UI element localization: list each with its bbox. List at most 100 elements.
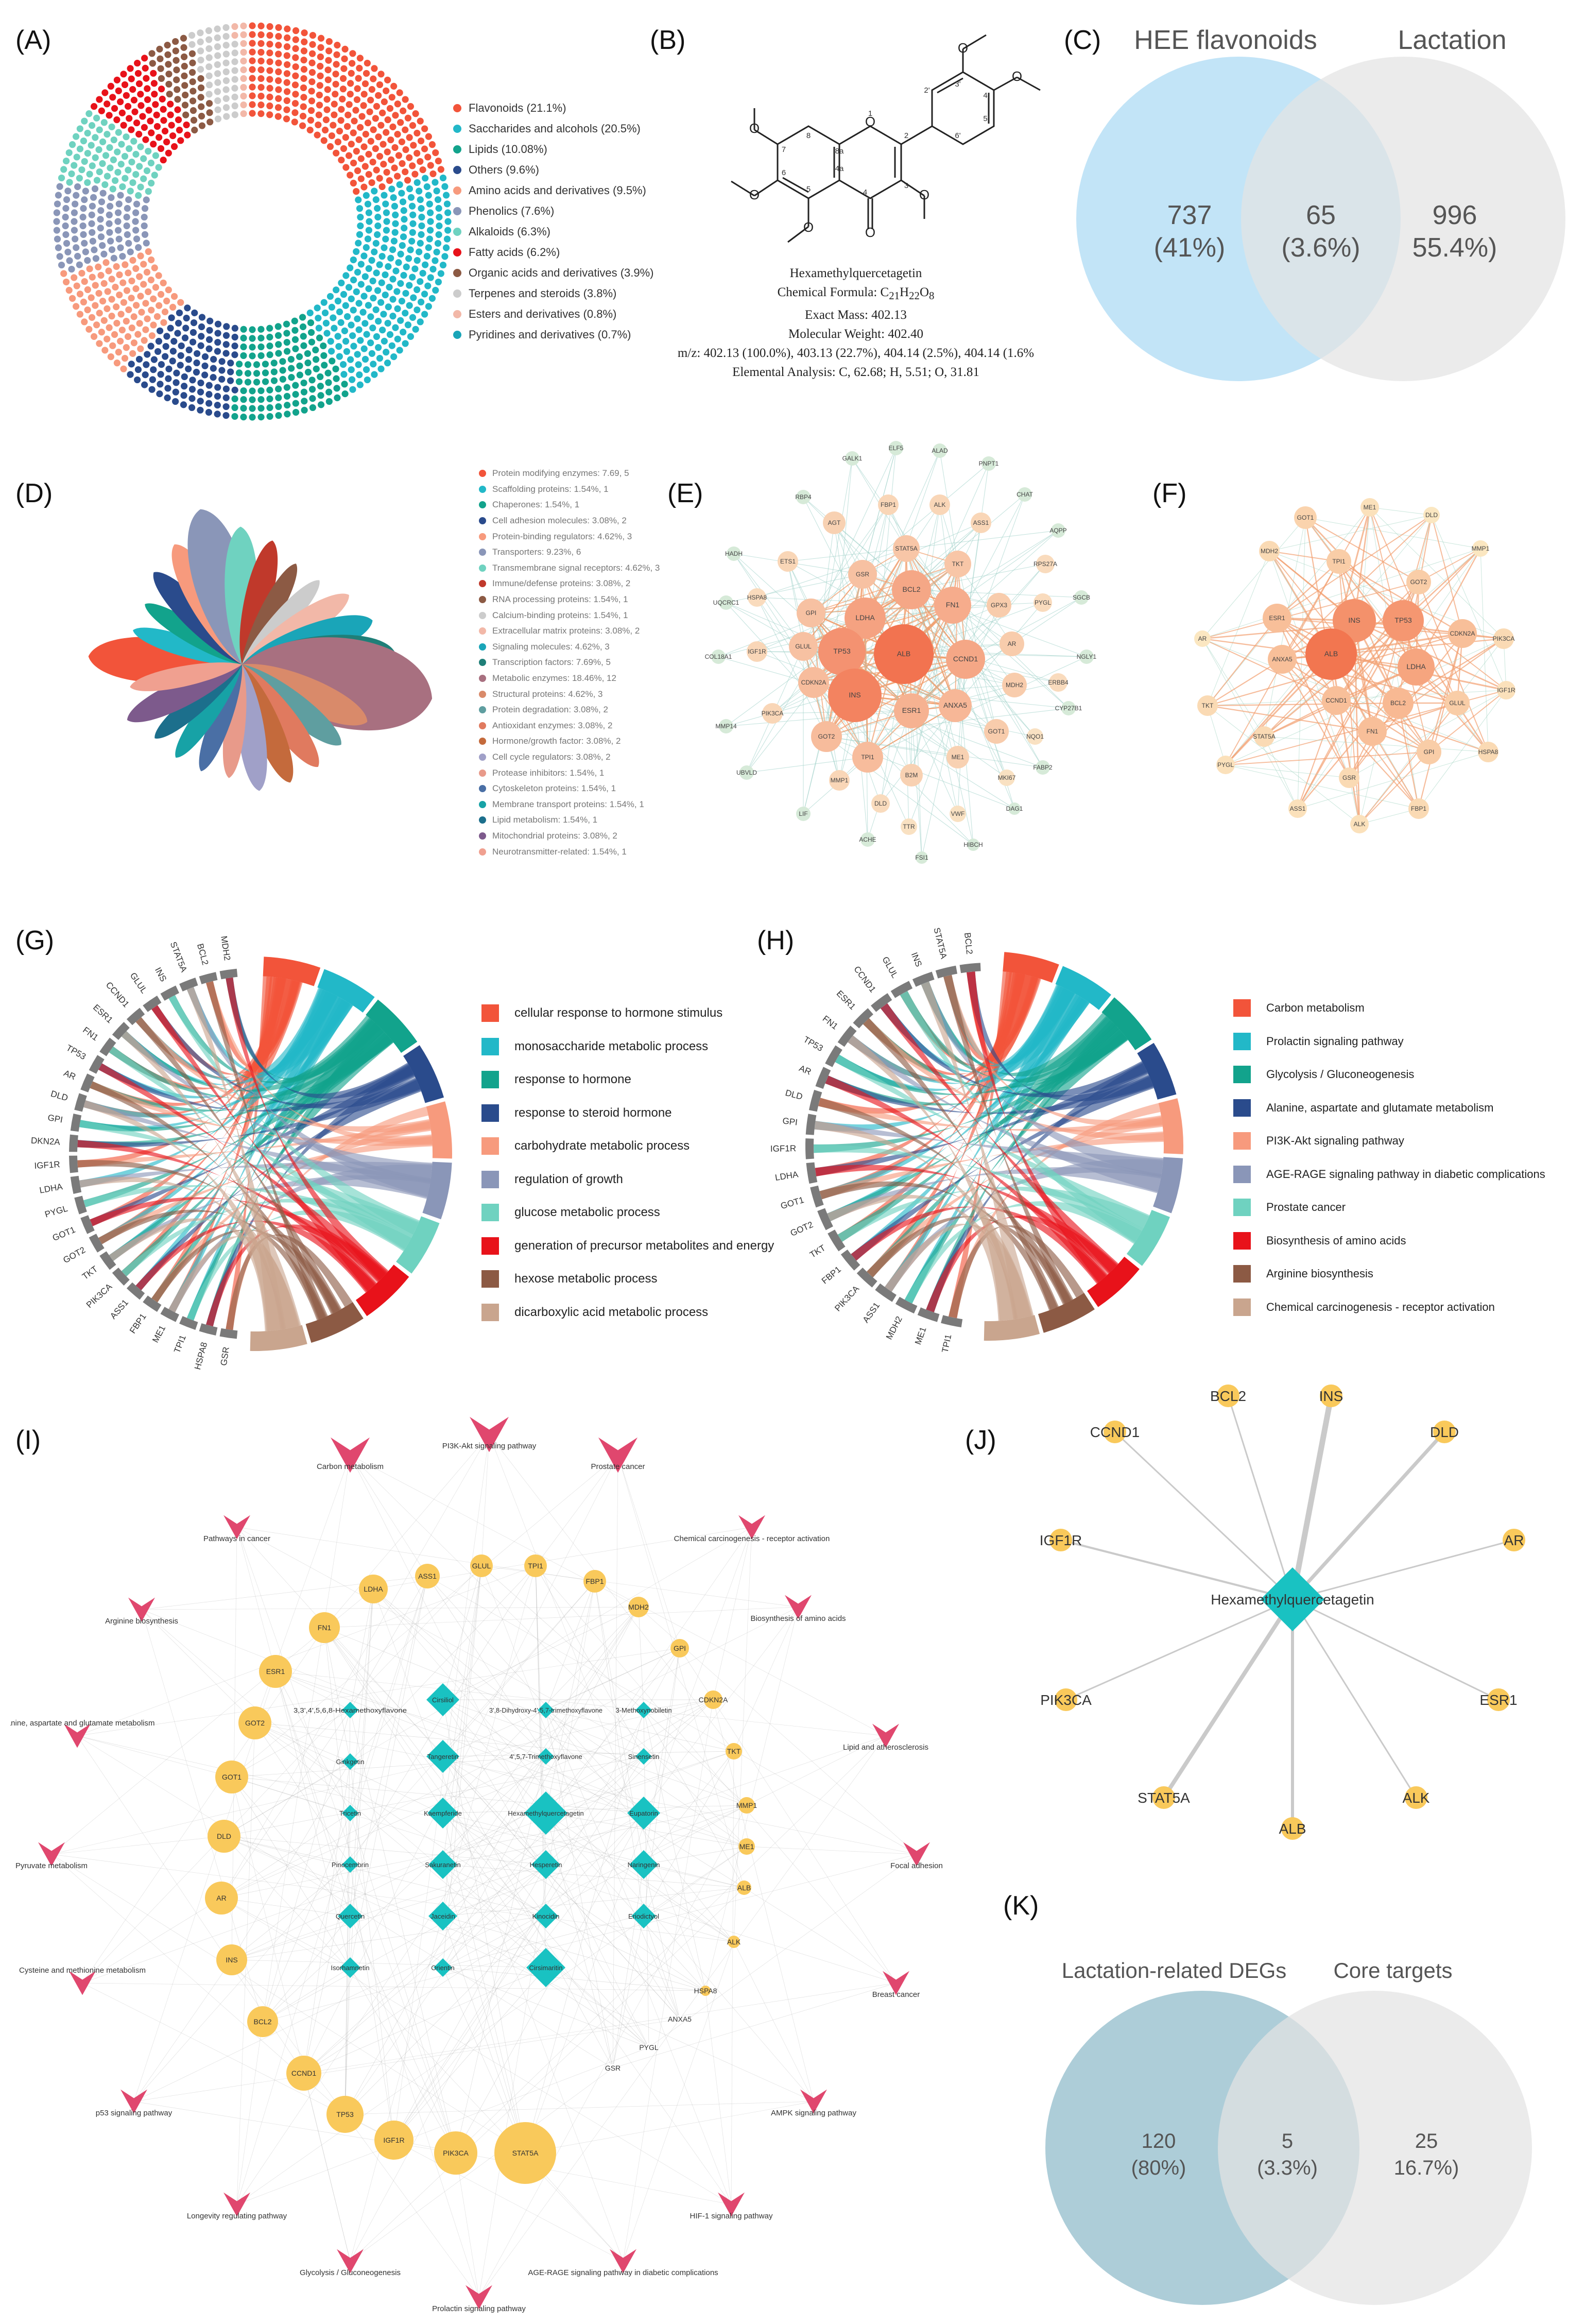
node-ins[interactable] — [1333, 599, 1376, 642]
node-alb[interactable] — [874, 624, 934, 684]
node-esr1[interactable] — [894, 693, 929, 728]
node-3-8-dihydroxy-4-5-7-trimethoxyflavone[interactable] — [538, 1702, 554, 1718]
node-naringenin[interactable] — [629, 1850, 658, 1879]
node-ass1[interactable] — [971, 512, 991, 533]
node-pnpt1[interactable] — [981, 456, 996, 471]
node-prolactin-signaling-pathway[interactable] — [466, 2285, 492, 2310]
node-fbp1[interactable] — [583, 1570, 606, 1593]
node-col18a1[interactable] — [711, 650, 726, 664]
node-4-5-7-trimethoxyflavone[interactable] — [538, 1748, 554, 1765]
node-eupatorin[interactable] — [627, 1797, 660, 1830]
node-pinocembrin[interactable] — [342, 1856, 358, 1873]
node-ccnd1[interactable] — [1322, 686, 1351, 715]
node-lipid-and-atherosclerosis[interactable] — [872, 1723, 899, 1748]
node-breast-cancer[interactable] — [883, 1971, 909, 1995]
node-tkt[interactable] — [726, 1743, 742, 1759]
node-ins[interactable] — [216, 1944, 247, 1975]
node-cyp27b1[interactable] — [1061, 701, 1076, 715]
node-vwf[interactable] — [950, 806, 966, 822]
node-tangeretin[interactable] — [426, 1740, 459, 1773]
node-ins[interactable] — [1320, 1385, 1342, 1407]
node-gpx3[interactable] — [987, 593, 1011, 618]
node-dld[interactable] — [1423, 507, 1440, 523]
node-got2[interactable] — [238, 1706, 271, 1739]
node-stat5a[interactable] — [1254, 726, 1274, 747]
node-anxa5[interactable] — [676, 2015, 684, 2023]
node-jaceidin[interactable] — [428, 1902, 457, 1930]
node-got1[interactable] — [215, 1761, 248, 1793]
node-age-rage-signaling-pathway-in-diabetic-complications[interactable] — [610, 2249, 636, 2274]
node-sakuranetin[interactable] — [428, 1850, 457, 1879]
node-cdkn2a[interactable] — [704, 1690, 722, 1709]
node-cirsiliol[interactable] — [426, 1683, 459, 1716]
node-glycolysis-gluconeogenesis[interactable] — [337, 2249, 364, 2274]
node-biosynthesis-of-amino-acids[interactable] — [785, 1595, 812, 1619]
node-anxa5[interactable] — [939, 689, 972, 722]
node-alk[interactable] — [929, 494, 950, 515]
node-prostate-cancer[interactable] — [598, 1437, 638, 1473]
node-focal-adhesion[interactable] — [903, 1842, 930, 1867]
node-glul[interactable] — [470, 1554, 493, 1577]
node-dag1[interactable] — [1008, 802, 1021, 815]
node-ampk-signaling-pathway[interactable] — [800, 2089, 827, 2114]
node-mdh2[interactable] — [1002, 673, 1027, 697]
node-me1[interactable] — [738, 1838, 755, 1855]
node-fabp2[interactable] — [1036, 760, 1050, 775]
node-bcl2[interactable] — [1217, 1385, 1239, 1407]
node-pygl[interactable] — [645, 2043, 653, 2052]
node-mmp1[interactable] — [738, 1797, 755, 1814]
node-stat5a[interactable] — [893, 535, 920, 562]
node-p53-signaling-pathway[interactable] — [120, 2089, 147, 2114]
node-me1[interactable] — [1360, 498, 1379, 517]
node-erbb4[interactable] — [1049, 673, 1067, 692]
node-alb[interactable] — [737, 1881, 751, 1895]
node-cirsimaritin[interactable] — [526, 1948, 565, 1987]
node-aqpp[interactable] — [1051, 523, 1065, 538]
node-alanine-aspartate-and-glutamate-metabolism[interactable] — [64, 1723, 91, 1748]
node-fn1[interactable] — [934, 587, 971, 624]
node-got2[interactable] — [1406, 570, 1431, 594]
node-carbon-metabolism[interactable] — [331, 1437, 370, 1473]
node-sgcb[interactable] — [1074, 590, 1089, 605]
node-alk[interactable] — [1405, 1786, 1427, 1809]
node-arginine-biosynthesis[interactable] — [128, 1597, 155, 1622]
node-pygl[interactable] — [1033, 593, 1052, 612]
node-esr1[interactable] — [1263, 604, 1291, 633]
node-pik3ca[interactable] — [434, 2131, 477, 2175]
node-fn1[interactable] — [309, 1612, 340, 1643]
node-ginkgetin[interactable] — [342, 1753, 358, 1770]
node-rbp4[interactable] — [796, 490, 811, 504]
node-ar[interactable] — [205, 1882, 238, 1915]
node-dld[interactable] — [1433, 1421, 1456, 1443]
node-pygl[interactable] — [1216, 756, 1235, 774]
node-gsr[interactable] — [848, 560, 877, 589]
node-hexamethylquercetagetin[interactable] — [1261, 1567, 1324, 1631]
node-fbp1[interactable] — [878, 494, 899, 515]
node-bcl2[interactable] — [1383, 688, 1414, 719]
node-sinensetin[interactable] — [635, 1748, 652, 1765]
node-mmp1[interactable] — [1472, 540, 1489, 557]
node-tp53[interactable] — [326, 2096, 364, 2133]
node-3-methoxynobiletin[interactable] — [635, 1702, 652, 1718]
node-ass1[interactable] — [1288, 799, 1307, 818]
node-isorhamnetin[interactable] — [340, 1957, 360, 1978]
node-bcl2[interactable] — [892, 570, 931, 609]
node-orientin[interactable] — [434, 1958, 452, 1977]
node-esr1[interactable] — [259, 1655, 292, 1688]
node-igf1r[interactable] — [374, 2121, 414, 2160]
node-stat5a[interactable] — [1152, 1786, 1175, 1809]
node-alk[interactable] — [1350, 815, 1369, 833]
node-ldha[interactable] — [359, 1575, 388, 1603]
node-cysteine-and-methionine-metabolism[interactable] — [69, 1971, 96, 1995]
node-3-3-4-5-6-8-hexamethoxyflavone[interactable] — [342, 1702, 358, 1718]
node-anxa5[interactable] — [1268, 645, 1297, 674]
node-b2m[interactable] — [900, 764, 923, 787]
node-hif-1-signaling-pathway[interactable] — [718, 2192, 745, 2217]
node-hexamethylquercetagetin[interactable] — [524, 1791, 567, 1835]
node-pathways-in-cancer[interactable] — [223, 1515, 250, 1540]
node-quercetin[interactable] — [338, 1904, 363, 1928]
node-tpi1[interactable] — [852, 742, 883, 773]
node-hibch[interactable] — [967, 839, 979, 851]
node-me1[interactable] — [946, 746, 969, 768]
node-tricetin[interactable] — [342, 1805, 358, 1821]
